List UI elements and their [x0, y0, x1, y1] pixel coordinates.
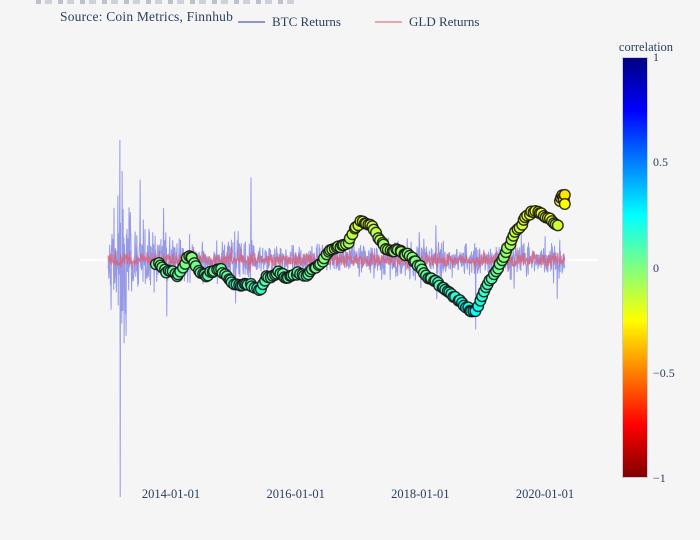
svg-text:2018-01-01: 2018-01-01	[391, 487, 449, 501]
legend-label-gld: GLD Returns	[408, 14, 480, 29]
legend: BTC Returns GLD Returns	[238, 14, 479, 30]
legend-item-gld[interactable]: GLD Returns	[374, 14, 480, 30]
svg-text:2014-01-01: 2014-01-01	[142, 487, 200, 501]
svg-text:2020-01-01: 2020-01-01	[516, 487, 574, 501]
legend-label-btc: BTC Returns	[272, 14, 341, 29]
colorbar-tick-label: 0.5	[653, 155, 668, 170]
colorbar-tick-label: 1	[653, 50, 659, 64]
x-axis-tick-labels: 2014-01-01 2016-01-01 2018-01-01 2020-01-01	[142, 487, 574, 501]
colorbar	[622, 57, 648, 478]
rolling-correlation-scatter	[149, 188, 571, 318]
clipped-title-remnant	[36, 0, 294, 4]
btc-line-swatch-icon	[238, 21, 265, 23]
source-annotation: Source: Coin Metrics, Finnhub	[60, 9, 234, 24]
gld-line-swatch-icon	[374, 21, 402, 23]
colorbar-tick-label: −1	[653, 471, 666, 485]
legend-item-btc[interactable]: BTC Returns	[238, 14, 341, 30]
colorbar-tick-label: 0	[653, 260, 659, 275]
colorbar-title: correlation	[618, 40, 674, 54]
btc-returns-line	[107, 139, 566, 498]
svg-text:2016-01-01: 2016-01-01	[267, 487, 325, 501]
colorbar-tick-label: −0.5	[653, 365, 675, 380]
